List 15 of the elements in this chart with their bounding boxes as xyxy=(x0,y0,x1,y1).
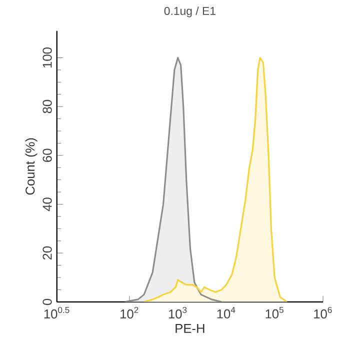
y-tick-label: 100 xyxy=(42,48,52,68)
x-tick-label: 10$^{4}$ xyxy=(217,306,236,318)
chart-title: 0.1ug / E1 xyxy=(164,6,216,18)
x-tick-label: 10$^{5}$ xyxy=(266,306,284,318)
x-tick-label: 10$^{6}$ xyxy=(314,306,332,319)
y-tick-label: 60 xyxy=(42,148,52,162)
y-tick-label: 80 xyxy=(42,100,52,114)
y-tick-label: 0 xyxy=(42,298,52,305)
x-tick-label: 10$^{0.5}$ xyxy=(44,306,70,319)
x-axis-title: PE-H xyxy=(176,324,204,333)
y-tick-label: 40 xyxy=(42,198,52,212)
y-axis-title: Count (%) xyxy=(25,138,38,195)
y-tick-label: 20 xyxy=(42,246,52,260)
x-tick-label: 10$^{2}$ xyxy=(120,306,138,319)
x-tick-label: 10$^{3}$ xyxy=(168,306,187,319)
